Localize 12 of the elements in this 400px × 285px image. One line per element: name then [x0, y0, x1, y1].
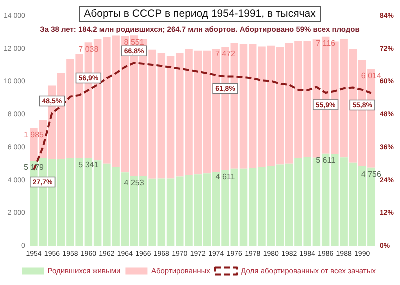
data-label: 7 472 — [215, 50, 236, 59]
data-label: 7 116 — [316, 39, 336, 48]
data-label: 4 253 — [124, 178, 145, 188]
data-label: 8 551 — [124, 38, 145, 47]
data-label: 5 611 — [316, 156, 336, 166]
chart-title: Аборты в СССР в период 1954-1991, в тысячах — [79, 6, 321, 22]
data-label: 7 038 — [78, 44, 100, 54]
data-label: 1 985 — [24, 130, 45, 140]
data-label: 6 014 — [361, 71, 382, 80]
data-label: 4 611 — [216, 172, 236, 182]
data-label: 5 341 — [78, 160, 100, 170]
data-label: 4 756 — [361, 170, 382, 180]
